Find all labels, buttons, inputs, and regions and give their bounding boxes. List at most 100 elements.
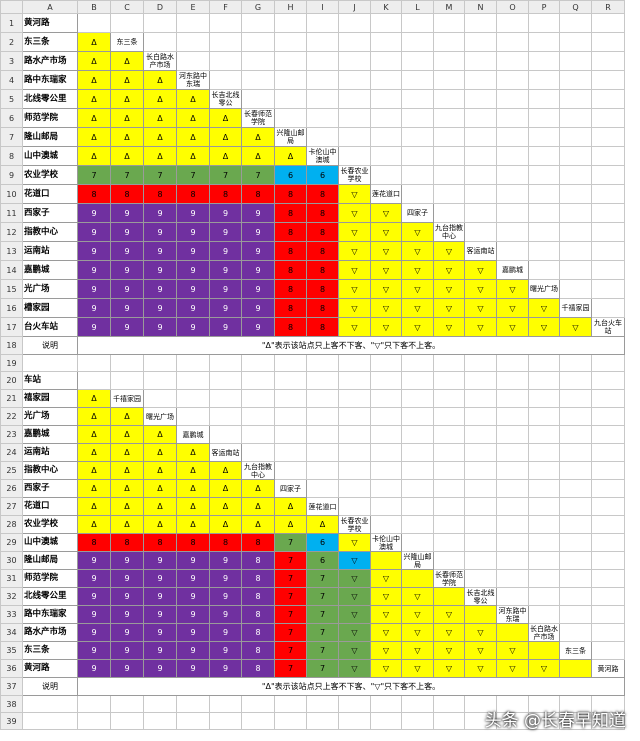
fare-cell[interactable]: 9 — [110, 298, 144, 318]
empty-cell[interactable] — [464, 203, 497, 223]
empty-cell[interactable] — [464, 515, 497, 534]
station-name[interactable]: 台火车站 — [22, 317, 78, 337]
fare-cell[interactable]: 9 — [77, 317, 111, 337]
empty-cell[interactable] — [338, 13, 371, 33]
empty-cell[interactable] — [401, 497, 434, 516]
fare-cell[interactable]: Δ — [176, 479, 210, 498]
note-text[interactable]: "Δ"表示该站点只上客不下客、"▽"只下客不上客。 — [77, 677, 625, 696]
empty-cell[interactable] — [496, 587, 529, 606]
empty-cell[interactable] — [306, 389, 339, 408]
fare-cell[interactable]: ▽ — [464, 641, 497, 660]
empty-cell[interactable] — [528, 51, 560, 71]
fare-cell[interactable]: ▽ — [370, 260, 402, 280]
column-header[interactable]: E — [176, 0, 210, 14]
fare-cell[interactable]: 9 — [143, 260, 177, 280]
station-name[interactable]: 北线零公里 — [22, 89, 78, 109]
fare-cell[interactable]: 9 — [143, 298, 177, 318]
fare-cell[interactable]: 9 — [143, 203, 177, 223]
station-name[interactable]: 路中东瑞家 — [22, 70, 78, 90]
empty-cell[interactable] — [559, 623, 592, 642]
fare-cell[interactable]: 8 — [241, 587, 275, 606]
fare-cell[interactable]: Δ — [143, 127, 177, 147]
empty-cell[interactable] — [209, 371, 242, 390]
empty-cell[interactable] — [370, 712, 402, 730]
fare-cell[interactable]: ▽ — [338, 605, 371, 624]
fare-cell[interactable]: 8 — [241, 569, 275, 588]
empty-cell[interactable] — [464, 497, 497, 516]
empty-cell[interactable] — [591, 605, 625, 624]
row-header[interactable]: 25 — [0, 461, 23, 480]
empty-cell[interactable] — [338, 712, 371, 730]
empty-cell[interactable] — [433, 515, 465, 534]
fare-cell[interactable]: Δ — [274, 146, 307, 166]
fare-cell[interactable]: Δ — [77, 108, 111, 128]
empty-cell[interactable] — [274, 371, 307, 390]
fare-cell[interactable]: Δ — [110, 461, 144, 480]
fare-cell[interactable]: 9 — [77, 569, 111, 588]
empty-cell[interactable] — [464, 533, 497, 552]
fare-cell[interactable]: 9 — [209, 298, 242, 318]
fare-cell[interactable]: 8 — [241, 184, 275, 204]
empty-cell[interactable] — [401, 443, 434, 462]
row-header[interactable]: 17 — [0, 317, 23, 337]
fare-cell[interactable]: 9 — [143, 587, 177, 606]
fare-cell[interactable]: 9 — [209, 279, 242, 299]
fare-cell[interactable]: ▽ — [401, 298, 434, 318]
empty-cell[interactable] — [591, 127, 625, 147]
empty-cell[interactable] — [209, 354, 242, 372]
fare-cell[interactable]: 9 — [110, 260, 144, 280]
station-label[interactable]: 莲花道口 — [306, 497, 339, 516]
fare-cell[interactable]: 9 — [143, 551, 177, 570]
empty-cell[interactable] — [433, 443, 465, 462]
empty-cell[interactable] — [464, 551, 497, 570]
empty-cell[interactable] — [433, 371, 465, 390]
fare-cell[interactable]: 8 — [176, 184, 210, 204]
fare-cell[interactable]: Δ — [143, 89, 177, 109]
empty-cell[interactable] — [591, 89, 625, 109]
station-label[interactable]: 东三条 — [110, 32, 144, 52]
empty-cell[interactable] — [591, 533, 625, 552]
empty-cell[interactable] — [559, 515, 592, 534]
empty-cell[interactable] — [464, 32, 497, 52]
empty-cell[interactable] — [559, 32, 592, 52]
fare-cell[interactable]: 9 — [209, 587, 242, 606]
empty-cell[interactable] — [559, 551, 592, 570]
empty-cell[interactable] — [401, 712, 434, 730]
fare-cell[interactable]: 7 — [274, 605, 307, 624]
empty-cell[interactable] — [209, 425, 242, 444]
empty-cell[interactable] — [528, 407, 560, 426]
empty-cell[interactable] — [176, 32, 210, 52]
fare-cell[interactable]: 8 — [241, 659, 275, 678]
fare-cell[interactable]: 9 — [176, 587, 210, 606]
empty-cell[interactable] — [306, 371, 339, 390]
fare-cell[interactable]: ▽ — [370, 623, 402, 642]
empty-cell[interactable] — [401, 165, 434, 185]
empty-cell[interactable] — [401, 407, 434, 426]
row-header[interactable]: 32 — [0, 587, 23, 606]
empty-cell[interactable] — [559, 371, 592, 390]
fare-cell[interactable]: 9 — [110, 203, 144, 223]
fare-cell[interactable]: ▽ — [338, 317, 371, 337]
station-name[interactable]: 路中东瑞家 — [22, 605, 78, 624]
fare-cell[interactable]: ▽ — [496, 279, 529, 299]
fare-cell[interactable]: Δ — [209, 127, 242, 147]
empty-cell[interactable] — [591, 479, 625, 498]
empty-cell[interactable] — [338, 497, 371, 516]
fare-cell[interactable]: Δ — [176, 89, 210, 109]
empty-cell[interactable] — [528, 425, 560, 444]
empty-cell[interactable] — [306, 407, 339, 426]
empty-cell[interactable] — [401, 354, 434, 372]
row-header[interactable]: 15 — [0, 279, 23, 299]
empty-cell[interactable] — [559, 241, 592, 261]
empty-cell[interactable] — [591, 146, 625, 166]
fare-cell[interactable]: 9 — [176, 203, 210, 223]
fare-cell[interactable]: 9 — [241, 241, 275, 261]
empty-cell[interactable] — [559, 89, 592, 109]
empty-cell[interactable] — [464, 184, 497, 204]
empty-cell[interactable] — [274, 89, 307, 109]
fare-cell[interactable]: 8 — [306, 203, 339, 223]
empty-cell[interactable] — [591, 443, 625, 462]
empty-cell[interactable] — [496, 389, 529, 408]
fare-cell[interactable]: 8 — [274, 260, 307, 280]
empty-cell[interactable] — [559, 222, 592, 242]
